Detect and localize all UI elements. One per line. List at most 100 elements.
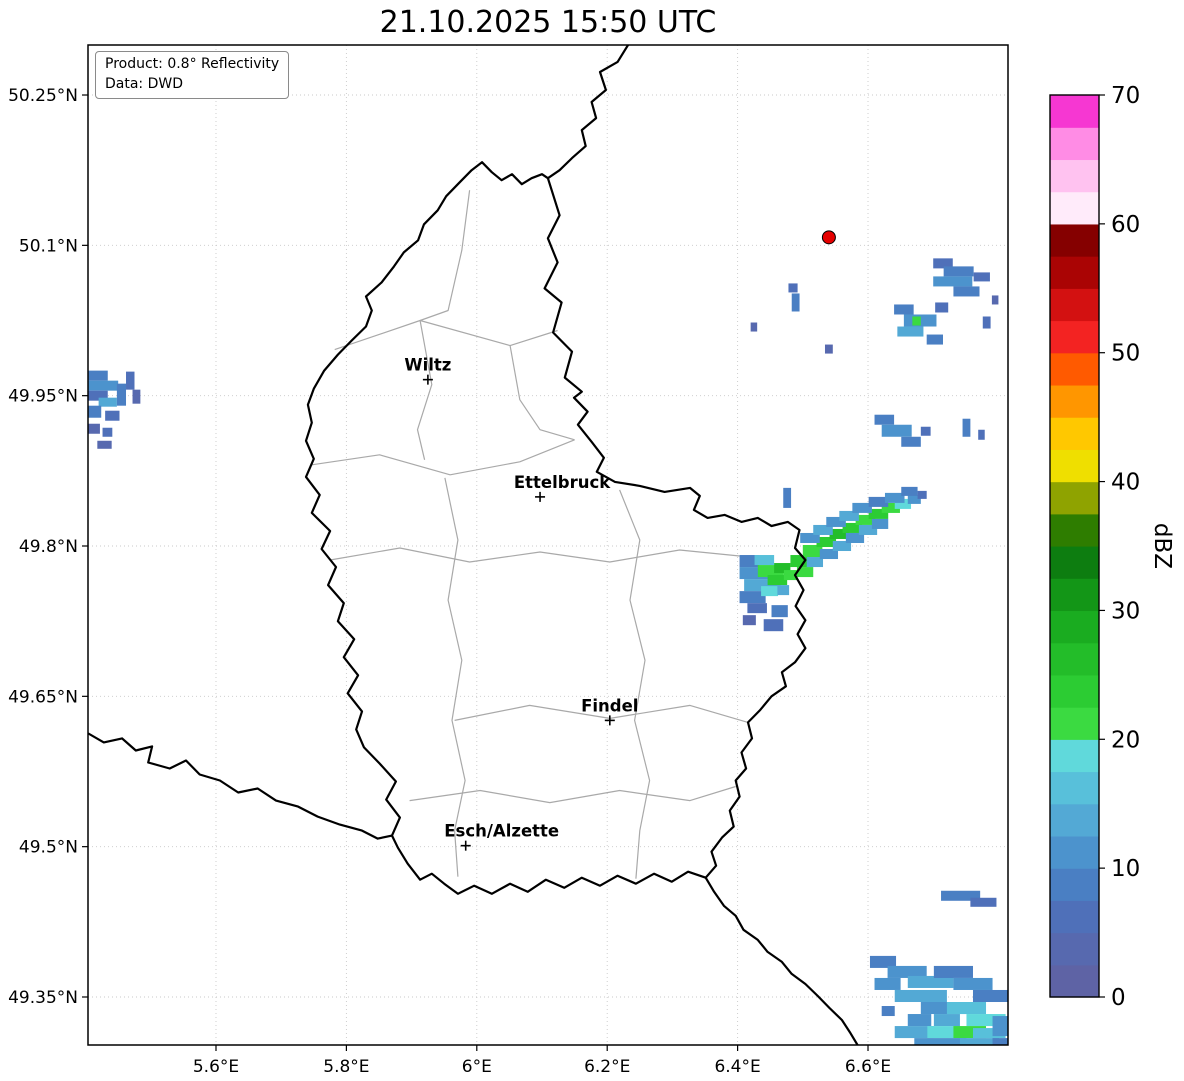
radar-echo-cell — [970, 897, 997, 907]
radar-echo-cell — [874, 977, 901, 990]
district-border — [311, 439, 575, 476]
radar-echo-cell — [978, 429, 985, 440]
radar-echo-cell — [982, 316, 991, 329]
colorbar-tick-label: 10 — [1111, 856, 1140, 882]
colorbar-segment — [1050, 127, 1099, 161]
radar-echo-cell — [858, 524, 878, 535]
colorbar-segment — [1050, 191, 1099, 225]
radar-echo-cell — [992, 1038, 1008, 1045]
radar-echo-cell — [800, 532, 820, 543]
radar-echo-cell — [881, 424, 912, 437]
radar-site-layer — [821, 230, 836, 245]
radar-echo-cell — [783, 570, 797, 581]
radar-echo-cell — [894, 1026, 934, 1039]
colorbar-segment — [1050, 449, 1099, 483]
y-tick-label: 49.8°N — [19, 537, 78, 557]
colorbar-segment — [1050, 707, 1099, 740]
colorbar-segment — [1050, 835, 1099, 869]
colorbar-segment — [1050, 384, 1099, 418]
radar-echo-cell — [894, 304, 914, 315]
radar-echo-cell — [926, 334, 943, 345]
radar-echo-cell — [88, 370, 108, 381]
radar-echo-cell — [783, 487, 792, 508]
radar-echo-cell — [88, 390, 108, 401]
radar-echo-cell — [105, 410, 120, 421]
radar-echo-cell — [869, 955, 897, 968]
radar-echo-cell — [933, 1014, 960, 1027]
radar-echo-cell — [933, 965, 973, 978]
radar-echo-cell — [88, 423, 100, 434]
radar-echo-cell — [953, 286, 980, 297]
city-layer: Wiltz Ettelbruck Findel Esch/Alzette — [404, 356, 638, 851]
radar-echo-cell — [777, 585, 790, 596]
colorbar-segment — [1050, 610, 1099, 644]
radar-site-marker — [821, 230, 836, 245]
radar-echo-cell — [894, 989, 947, 1003]
colorbar-segment — [1050, 223, 1099, 257]
radar-echo-cell — [739, 555, 760, 568]
colorbar-tick-label: 0 — [1111, 985, 1126, 1011]
radar-echo-cell — [907, 1014, 932, 1027]
y-tick-label: 49.65°N — [8, 687, 78, 707]
radar-echo-cell — [824, 344, 833, 354]
district-border — [419, 190, 471, 322]
colorbar-segment — [1050, 803, 1099, 837]
radar-echo-cell — [941, 890, 981, 901]
radar-echo-cell — [754, 555, 775, 566]
colorbar-segment — [1050, 578, 1099, 612]
national-border-layer — [88, 45, 859, 1045]
radar-echo-cell — [767, 575, 788, 586]
district-border — [409, 785, 736, 804]
radar-echo-cell — [102, 427, 113, 437]
colorbar-axis-label: dBZ — [1149, 523, 1175, 569]
y-tick-label: 50.25°N — [8, 86, 78, 106]
radar-echo-cell — [901, 436, 921, 447]
radar-echo-cell — [845, 532, 865, 543]
radar-echo-cell — [991, 295, 999, 305]
city-label: Findel — [581, 696, 638, 715]
radar-echo-cell — [819, 549, 839, 560]
product-annotation-box: Product: 0.8° Reflectivity Data: DWD — [95, 51, 290, 99]
district-border — [509, 345, 575, 441]
colorbar-segment — [1050, 95, 1099, 128]
radar-echo-cell — [742, 615, 756, 626]
radar-echo-cell — [874, 414, 895, 425]
radar-echo-cell — [887, 965, 927, 978]
gridlines — [88, 45, 1008, 1045]
radar-echo-layer — [88, 258, 1008, 1045]
radar-echo-cell — [962, 418, 971, 437]
radar-echo-cell — [796, 567, 814, 578]
colorbar-segment — [1050, 513, 1099, 547]
colorbar-layer: 0 10 20 30 40 50 60 70 — [1049, 83, 1140, 1011]
colorbar-tick-label: 40 — [1111, 470, 1140, 496]
colorbar-tick-label: 30 — [1111, 598, 1140, 624]
colorbar-segment — [1050, 320, 1099, 354]
radar-echo-cell — [871, 518, 889, 529]
radar-echo-cell — [750, 322, 758, 332]
radar-echo-cell — [897, 326, 924, 337]
radar-echo-cell — [901, 486, 918, 496]
radar-echo-cell — [884, 492, 905, 503]
colorbar-segment — [1050, 739, 1099, 773]
national-border — [704, 877, 859, 1045]
radar-echo-cell — [832, 540, 852, 552]
colorbar-segment — [1050, 771, 1099, 805]
y-tick-label: 49.35°N — [8, 988, 78, 1008]
radar-echo-cell — [935, 302, 949, 313]
district-border — [416, 320, 433, 460]
radar-echo-cell — [88, 380, 119, 391]
radar-echo-cell — [943, 266, 974, 277]
x-tick-label: 6°E — [462, 1057, 492, 1077]
radar-echo-cell — [933, 276, 973, 287]
national-border — [547, 45, 630, 180]
radar-echo-cell — [868, 496, 889, 507]
radar-echo-cell — [953, 977, 993, 990]
colorbar-segment — [1050, 481, 1099, 515]
radar-echo-cell — [852, 502, 872, 513]
radar-echo-cell — [806, 557, 824, 568]
radar-echo-cell — [126, 371, 135, 390]
radar-echo-cell — [972, 1028, 1006, 1039]
colorbar-tick-label: 70 — [1111, 83, 1140, 109]
y-tick-label: 50.1°N — [19, 236, 78, 256]
radar-echo-cell — [907, 975, 954, 988]
